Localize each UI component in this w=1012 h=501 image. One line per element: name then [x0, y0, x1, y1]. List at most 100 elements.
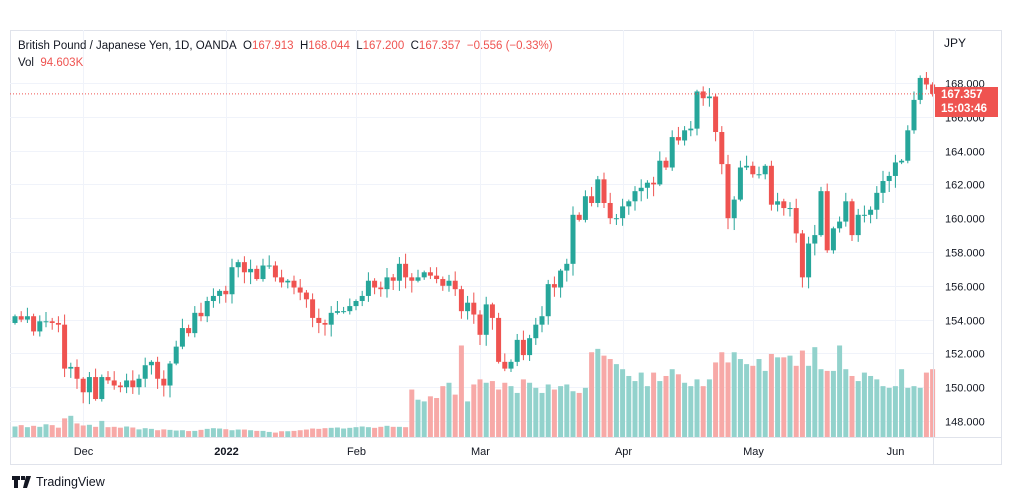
candle: [775, 192, 781, 212]
candle: [719, 126, 725, 175]
candle: [111, 371, 117, 390]
candle: [570, 206, 576, 276]
candle-body: [272, 265, 278, 278]
candle-body: [217, 290, 223, 296]
candle: [582, 190, 588, 223]
volume-bar: [806, 365, 812, 437]
volume-bar: [260, 430, 266, 437]
tradingview-logo[interactable]: TradingView: [12, 475, 105, 489]
currency-label[interactable]: JPY: [944, 36, 967, 50]
candle: [217, 289, 223, 304]
candle-body: [576, 214, 582, 220]
candle: [415, 269, 421, 283]
candle: [799, 230, 805, 288]
time-axis[interactable]: Dec 2022 Feb Mar Apr May Jun: [74, 446, 905, 458]
candle: [502, 353, 508, 372]
volume-bar: [626, 375, 632, 437]
candle: [167, 361, 173, 398]
volume-bar: [111, 426, 117, 437]
candle-body: [694, 91, 700, 129]
volume-bar: [768, 353, 774, 437]
volume-bar: [465, 401, 471, 437]
candle: [781, 198, 787, 216]
candle-body: [179, 328, 185, 347]
price-tick-label: 158.000: [945, 248, 985, 260]
candle: [868, 206, 874, 224]
candle-body: [347, 306, 353, 312]
candle: [787, 202, 793, 217]
candle-body: [911, 99, 917, 131]
candle: [452, 271, 458, 296]
candle: [12, 314, 18, 325]
time-tick-label: Mar: [471, 446, 490, 458]
volume-bar: [520, 379, 526, 437]
volume-bar: [24, 427, 30, 437]
volume-bar: [725, 362, 731, 437]
candle-body: [539, 316, 545, 325]
candle-body: [688, 128, 694, 131]
candle: [669, 130, 675, 171]
candle: [18, 311, 24, 323]
volume-bar: [458, 345, 464, 437]
volume-bar: [18, 425, 24, 437]
candle: [266, 255, 272, 269]
volume-bar: [787, 355, 793, 437]
volume-bar: [582, 387, 588, 437]
volume-bar: [322, 428, 328, 437]
candle-body: [130, 380, 136, 388]
volume-bar: [452, 394, 458, 437]
candle: [886, 171, 892, 193]
candle: [254, 265, 260, 281]
candle-body: [434, 275, 440, 280]
candle: [830, 226, 836, 254]
candle-body: [601, 179, 607, 203]
logo-text: TradingView: [36, 475, 105, 489]
volume-bar: [713, 362, 719, 437]
candle-body: [582, 196, 588, 220]
candle-body: [620, 206, 626, 219]
candle: [93, 368, 99, 401]
volume-bar: [886, 387, 892, 437]
volume-bar: [427, 396, 433, 437]
candle-body: [824, 191, 830, 251]
candle-body: [12, 316, 18, 323]
candle: [688, 121, 694, 137]
candle: [651, 176, 657, 197]
price-tick-label: 154.000: [945, 316, 985, 328]
symbol-title[interactable]: British Pound / Japanese Yen, 1D, OANDA: [18, 40, 237, 52]
volume-bar: [762, 370, 768, 437]
volume-bar: [855, 381, 861, 437]
volume-bar: [694, 379, 700, 437]
candle-body: [663, 160, 669, 168]
candle: [793, 198, 799, 243]
volume-bar: [161, 429, 167, 437]
candle: [861, 205, 867, 223]
volume-bar: [179, 430, 185, 437]
candle-body: [452, 280, 458, 290]
volume-bars: [12, 345, 936, 437]
candle: [576, 212, 582, 222]
candle: [136, 374, 142, 395]
change-value: −0.556 (−0.33%): [466, 40, 553, 52]
volume-bar: [477, 379, 483, 437]
candle: [192, 306, 198, 338]
volume-bar: [799, 350, 805, 437]
candle-body: [861, 214, 867, 216]
volume-bar: [651, 372, 657, 437]
candle-body: [483, 304, 489, 335]
candle: [700, 86, 706, 106]
candle-body: [570, 214, 576, 264]
volume-row: Vol 94.603K: [18, 55, 553, 72]
candle-body: [396, 263, 402, 281]
candle-body: [161, 378, 167, 386]
volume-bar: [706, 379, 712, 437]
candle-body: [297, 287, 303, 293]
candle-body: [812, 235, 818, 244]
candle-body: [533, 324, 539, 339]
volume-bar: [86, 424, 92, 437]
candle-body: [192, 312, 198, 334]
candle-body: [254, 268, 260, 280]
candle-body: [365, 280, 371, 296]
volume-bar: [830, 370, 836, 437]
